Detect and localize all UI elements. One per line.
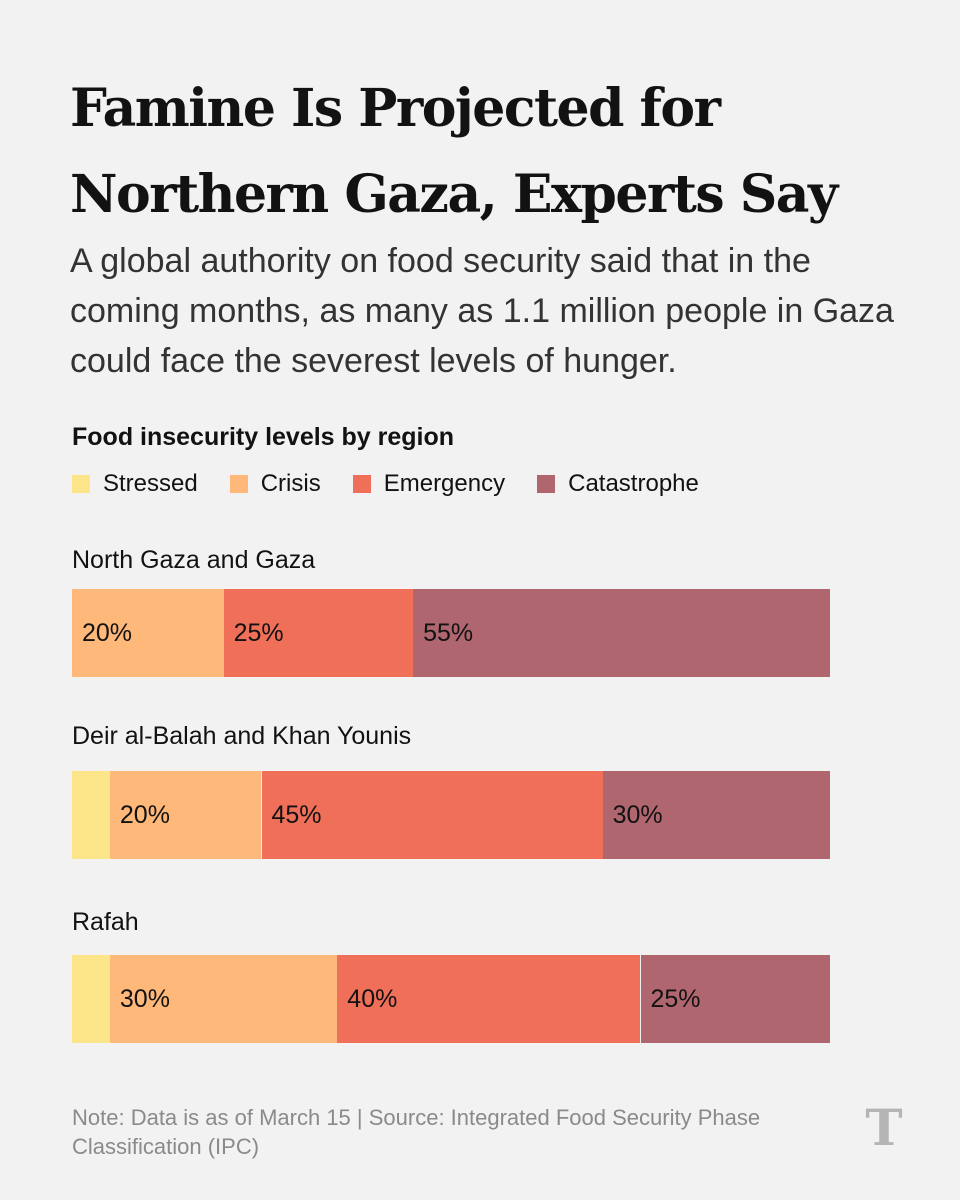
bar-segment-stressed (72, 771, 110, 859)
data-label: 40% (347, 984, 398, 1013)
bar-north-gaza-and-gaza: 20% 25% 55% (72, 589, 830, 677)
legend-label-emergency: Emergency (383, 470, 506, 497)
bar-segment-emergency: 25% (223, 589, 414, 677)
bar-segment-catastrophe: 25% (640, 955, 830, 1043)
dek: A global authority on food security said… (70, 242, 894, 380)
bar-deir-al-balah-and-khan-younis: 20% 45% 30% (72, 771, 830, 859)
data-label: 45% (271, 800, 322, 829)
bar-segment-emergency: 40% (337, 955, 641, 1043)
data-label: 30% (612, 800, 663, 829)
data-label: 25% (233, 618, 284, 647)
legend-label-catastrophe: Catastrophe (568, 470, 699, 497)
bar-segment-emergency: 45% (261, 771, 603, 859)
bar-segment-crisis: 20% (72, 589, 224, 677)
data-label: 20% (119, 800, 170, 829)
bar-segment-catastrophe: 30% (602, 771, 830, 859)
legend-label-crisis: Crisis (260, 470, 321, 497)
region-label-deir-al-balah-and-khan-younis: Deir al-Balah and Khan Younis (72, 722, 412, 750)
legend-item-catastrophe: Catastrophe (537, 470, 699, 498)
legend-swatch-crisis (229, 475, 248, 493)
legend-swatch-stressed (72, 475, 90, 493)
data-label: 25% (650, 984, 701, 1013)
chart-title: Food insecurity levels by region (72, 423, 455, 451)
source-note: Note: Data is as of March 15 | Source: I… (72, 1105, 761, 1159)
legend-swatch-catastrophe (537, 475, 556, 493)
data-label: 55% (423, 618, 474, 647)
bar-segment-crisis: 30% (109, 955, 338, 1043)
headline: Famine Is Projected for Northern Gaza, E… (70, 78, 838, 225)
legend-swatch-emergency (352, 475, 371, 493)
data-label: 20% (82, 618, 133, 647)
legend-label-stressed: Stressed (103, 470, 198, 497)
bar-segment-crisis: 20% (109, 771, 262, 859)
nyt-logo-icon: T (865, 1098, 903, 1157)
region-label-rafah: Rafah (72, 908, 139, 936)
legend-item-emergency: Emergency (352, 470, 506, 498)
chart-legend: Stressed Crisis Emergency Catastrophe (72, 469, 731, 499)
bar-segment-catastrophe: 55% (413, 589, 830, 677)
legend-item-crisis: Crisis (229, 470, 321, 498)
data-label: 30% (119, 984, 170, 1013)
bar-segment-stressed (72, 955, 110, 1043)
bar-rafah: 30% 40% 25% (72, 955, 830, 1043)
region-label-north-gaza-and-gaza: North Gaza and Gaza (72, 546, 316, 574)
legend-item-stressed: Stressed (72, 470, 198, 498)
